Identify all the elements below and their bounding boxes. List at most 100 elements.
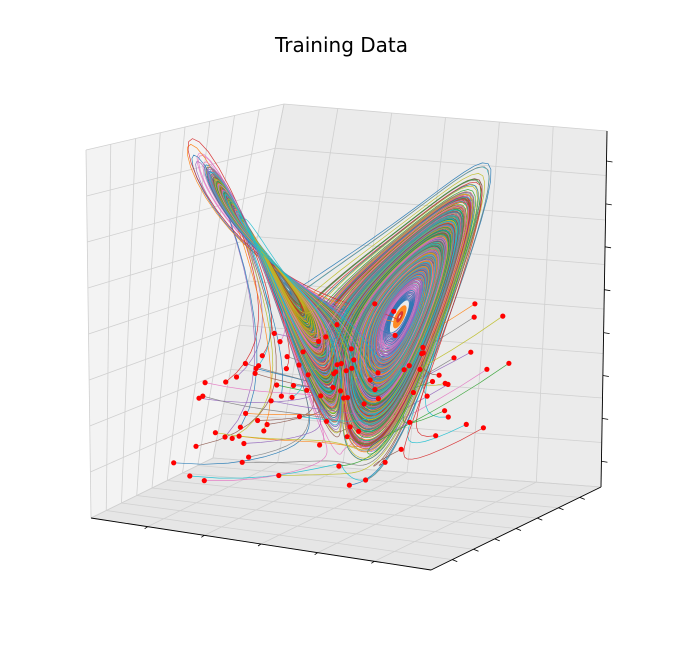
initial-point xyxy=(391,308,397,314)
initial-point xyxy=(367,377,373,383)
initial-point xyxy=(382,459,388,465)
initial-point xyxy=(407,419,413,425)
x-tick xyxy=(257,543,262,547)
initial-point xyxy=(445,414,451,420)
initial-point xyxy=(468,349,474,355)
initial-point xyxy=(401,367,407,373)
initial-point xyxy=(246,454,252,460)
grid-line xyxy=(136,495,495,540)
initial-point xyxy=(289,394,295,400)
grid-line xyxy=(87,192,267,243)
initial-point xyxy=(375,396,381,402)
initial-point xyxy=(212,430,218,436)
initial-point xyxy=(442,408,448,414)
initial-point xyxy=(300,349,306,355)
initial-point xyxy=(484,366,490,372)
initial-point xyxy=(236,433,242,439)
grid-line xyxy=(90,413,223,473)
initial-point xyxy=(334,362,340,368)
z-tick xyxy=(602,375,609,377)
initial-point xyxy=(323,418,330,424)
initial-point xyxy=(333,369,339,375)
initial-point xyxy=(372,301,378,307)
grid-line xyxy=(88,324,240,381)
initial-point xyxy=(433,433,439,439)
grid-line xyxy=(106,510,453,561)
initial-point xyxy=(410,389,416,396)
initial-point xyxy=(296,362,302,368)
initial-point xyxy=(343,368,349,374)
initial-point xyxy=(239,459,245,465)
initial-point xyxy=(222,434,228,440)
initial-point xyxy=(348,346,354,352)
initial-point xyxy=(241,440,247,447)
initial-point xyxy=(304,387,310,393)
grid-line xyxy=(197,465,580,498)
initial-point xyxy=(420,350,426,356)
initial-point xyxy=(506,360,512,366)
initial-point xyxy=(336,463,342,469)
initial-point xyxy=(296,413,303,420)
initial-point xyxy=(261,428,267,434)
trajectory-line xyxy=(187,138,404,422)
initial-point xyxy=(200,393,206,399)
grid-line xyxy=(266,192,606,221)
initial-point xyxy=(290,382,297,389)
grid-line xyxy=(85,103,285,151)
initial-point xyxy=(429,378,436,385)
initial-point xyxy=(471,314,477,320)
initial-point xyxy=(264,421,270,428)
initial-point xyxy=(229,435,235,441)
initial-point xyxy=(349,365,355,371)
initial-point xyxy=(344,395,351,401)
x-tick xyxy=(371,561,375,564)
initial-point xyxy=(233,374,240,380)
grid-line xyxy=(87,236,258,289)
initial-point xyxy=(472,301,478,307)
z-axis-line xyxy=(600,130,608,488)
z-tick xyxy=(601,460,608,463)
z-tick xyxy=(603,332,610,334)
grid-line xyxy=(121,502,474,550)
axes-ticks xyxy=(90,130,613,571)
initial-point-markers xyxy=(171,301,512,488)
z-tick xyxy=(604,246,612,249)
initial-point xyxy=(480,425,486,431)
initial-point xyxy=(344,434,350,440)
y-tick xyxy=(494,538,500,542)
z-tick xyxy=(602,417,609,420)
z-tick xyxy=(606,160,613,163)
initial-point xyxy=(356,428,362,434)
initial-point xyxy=(323,334,329,340)
initial-point xyxy=(187,473,193,479)
initial-point xyxy=(237,424,243,430)
initial-point xyxy=(463,421,469,427)
grid-line xyxy=(89,369,231,427)
initial-point xyxy=(375,370,381,376)
initial-point xyxy=(451,355,457,361)
initial-point xyxy=(201,478,207,484)
initial-point xyxy=(252,370,258,376)
initial-point xyxy=(316,338,322,344)
grid-line xyxy=(167,480,538,519)
grid-line xyxy=(275,147,607,176)
initial-point xyxy=(317,442,323,448)
initial-point xyxy=(268,398,274,404)
initial-point xyxy=(338,361,344,367)
initial-point xyxy=(274,382,280,388)
initial-point xyxy=(398,446,404,452)
initial-point xyxy=(196,395,202,401)
initial-point xyxy=(341,395,347,401)
initial-point xyxy=(442,380,448,386)
grid-line xyxy=(283,103,608,132)
initial-point xyxy=(202,380,208,386)
initial-point xyxy=(351,357,357,363)
initial-point xyxy=(284,354,290,360)
initial-point xyxy=(259,353,265,359)
initial-point xyxy=(223,379,229,385)
initial-point xyxy=(243,410,249,416)
initial-point xyxy=(424,393,430,399)
initial-point xyxy=(346,482,352,488)
initial-point xyxy=(171,460,177,466)
initial-point xyxy=(334,322,340,328)
